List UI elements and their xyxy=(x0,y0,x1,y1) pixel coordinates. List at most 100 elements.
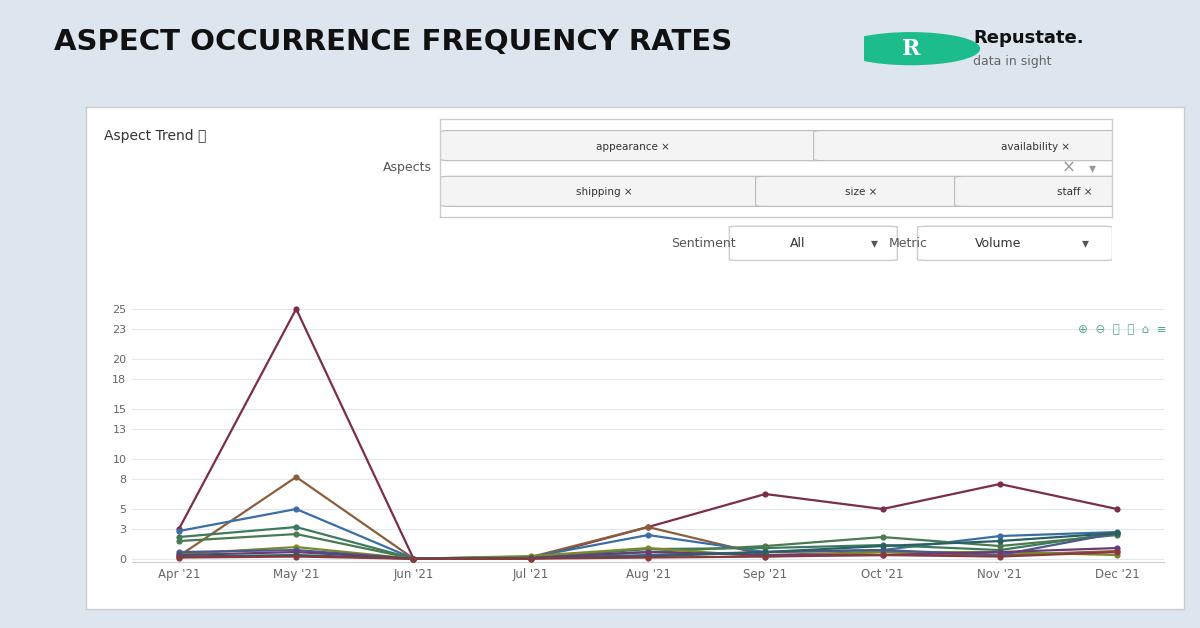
Point xyxy=(872,532,892,542)
Point xyxy=(990,479,1009,489)
Point xyxy=(521,552,540,562)
Point xyxy=(1108,543,1127,553)
Text: ▾: ▾ xyxy=(1082,236,1090,251)
Point xyxy=(287,542,306,552)
Text: size ×: size × xyxy=(845,187,877,197)
Point xyxy=(638,522,658,532)
Point xyxy=(1108,528,1127,538)
Text: Metric: Metric xyxy=(888,237,928,250)
Point xyxy=(169,551,188,561)
Point xyxy=(287,545,306,555)
Point xyxy=(990,547,1009,557)
Point xyxy=(169,526,188,536)
Text: R: R xyxy=(901,38,920,60)
Point xyxy=(1108,550,1127,560)
Point xyxy=(521,553,540,563)
Point xyxy=(521,553,540,563)
Point xyxy=(521,553,540,563)
Text: ▾: ▾ xyxy=(870,236,877,251)
Point xyxy=(1108,547,1127,557)
Text: ▾: ▾ xyxy=(1088,161,1096,175)
Point xyxy=(404,554,424,564)
Point xyxy=(756,550,775,560)
Point xyxy=(990,550,1009,560)
Point xyxy=(169,524,188,534)
Point xyxy=(990,536,1009,546)
Text: availability ×: availability × xyxy=(1001,141,1070,151)
Point xyxy=(287,550,306,560)
FancyBboxPatch shape xyxy=(440,176,768,207)
Point xyxy=(404,553,424,563)
Point xyxy=(872,541,892,551)
Point xyxy=(169,550,188,560)
Point xyxy=(756,489,775,499)
Point xyxy=(638,522,658,532)
Point xyxy=(521,553,540,563)
Point xyxy=(638,530,658,540)
Point xyxy=(287,547,306,557)
Point xyxy=(638,550,658,560)
FancyBboxPatch shape xyxy=(955,176,1195,207)
Point xyxy=(990,551,1009,561)
Point xyxy=(1108,527,1127,537)
Point xyxy=(1108,528,1127,538)
Point xyxy=(756,547,775,557)
Point xyxy=(872,545,892,555)
Text: ⊕  ⊖  🔍  🖨  ⌂  ≡: ⊕ ⊖ 🔍 🖨 ⌂ ≡ xyxy=(1078,323,1166,336)
FancyBboxPatch shape xyxy=(918,226,1112,261)
Text: ASPECT OCCURRENCE FREQUENCY RATES: ASPECT OCCURRENCE FREQUENCY RATES xyxy=(54,28,732,57)
Point xyxy=(404,553,424,563)
Text: Volume: Volume xyxy=(974,237,1021,250)
Point xyxy=(169,536,188,546)
Text: data in sight: data in sight xyxy=(973,55,1051,68)
FancyBboxPatch shape xyxy=(814,131,1200,161)
Circle shape xyxy=(842,33,979,65)
Text: Repustate.: Repustate. xyxy=(973,29,1084,47)
Text: Aspects: Aspects xyxy=(383,161,432,175)
Text: ×: × xyxy=(1062,159,1075,177)
Point xyxy=(872,550,892,560)
Point xyxy=(1108,528,1127,538)
Point xyxy=(169,551,188,561)
Point xyxy=(169,532,188,542)
Point xyxy=(404,553,424,563)
Point xyxy=(990,545,1009,555)
Point xyxy=(638,544,658,554)
Point xyxy=(287,522,306,532)
Point xyxy=(521,552,540,562)
Point xyxy=(638,553,658,563)
Point xyxy=(872,504,892,514)
Text: Aspect Trend ⓘ: Aspect Trend ⓘ xyxy=(104,129,206,143)
Point xyxy=(756,547,775,557)
Point xyxy=(1108,546,1127,556)
Point xyxy=(404,554,424,564)
Text: Sentiment: Sentiment xyxy=(672,237,736,250)
Point xyxy=(756,541,775,551)
Text: All: All xyxy=(790,237,805,250)
Point xyxy=(287,504,306,514)
Point xyxy=(521,554,540,564)
Point xyxy=(638,543,658,553)
Point xyxy=(990,541,1009,551)
Point xyxy=(404,553,424,563)
Point xyxy=(169,549,188,559)
Point xyxy=(756,543,775,553)
Point xyxy=(287,304,306,314)
Point xyxy=(287,472,306,482)
Point xyxy=(521,553,540,563)
Point xyxy=(756,547,775,557)
Point xyxy=(404,553,424,563)
Point xyxy=(287,551,306,561)
Point xyxy=(872,547,892,557)
Point xyxy=(404,554,424,564)
Point xyxy=(287,529,306,539)
Text: staff ×: staff × xyxy=(1057,187,1092,197)
Point xyxy=(638,551,658,561)
Text: shipping ×: shipping × xyxy=(576,187,632,197)
FancyBboxPatch shape xyxy=(730,226,898,261)
Text: appearance ×: appearance × xyxy=(596,141,670,151)
Point xyxy=(990,550,1009,560)
Point xyxy=(756,551,775,561)
Point xyxy=(872,547,892,557)
Point xyxy=(872,545,892,555)
